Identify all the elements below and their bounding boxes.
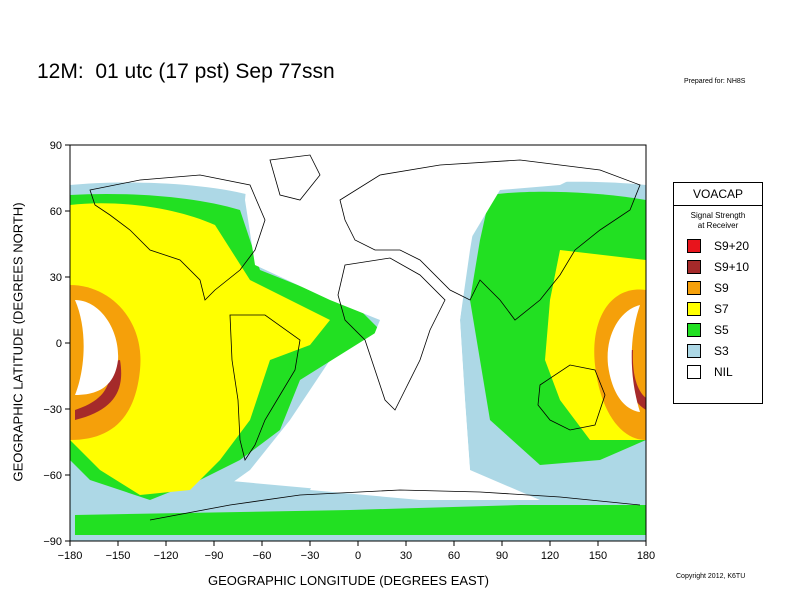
- prepared-for-text: Prepared for: NH8S: [684, 78, 746, 85]
- map-title: 12M: 01 utc (17 pst) Sep 77ssn: [37, 60, 335, 83]
- x-axis-ticks: −180 −150 −120 −90 −60 −30 0 30 60 90 120 150 180: [58, 541, 655, 562]
- x-tick-label: 60: [448, 550, 460, 562]
- legend-title: VOACAP: [674, 183, 762, 206]
- y-tick-label: 60: [50, 206, 62, 218]
- legend-label: S5: [714, 323, 729, 337]
- greenland-outline: [269, 154, 321, 201]
- legend-swatch: [687, 323, 701, 337]
- legend-swatch: [687, 239, 701, 253]
- legend-label: S3: [714, 344, 729, 358]
- x-tick-label: −150: [106, 550, 131, 562]
- legend-swatch: [687, 302, 701, 316]
- y-tick-label: 30: [50, 272, 62, 284]
- y-tick-label: −90: [43, 536, 62, 548]
- legend-label: S9+20: [714, 239, 750, 253]
- legend-label: S9: [714, 281, 729, 295]
- y-axis-ticks: 90 60 30 0 −30 −60 −90: [43, 140, 70, 548]
- south-america-outline: [229, 314, 301, 461]
- legend-label: NIL: [714, 365, 733, 379]
- legend-subtitle: Signal Strength at Receiver: [674, 211, 762, 231]
- legend-swatch: [687, 260, 701, 274]
- y-tick-label: 90: [50, 140, 62, 152]
- y-tick-label: 0: [56, 338, 62, 350]
- y-tick-label: −30: [43, 404, 62, 416]
- north-america-outline: [89, 174, 266, 301]
- legend-subtitle-line1: Signal Strength: [690, 211, 746, 220]
- australia-outline: [537, 364, 606, 431]
- x-tick-label: −60: [253, 550, 272, 562]
- x-tick-label: 150: [589, 550, 607, 562]
- x-tick-label: −90: [205, 550, 224, 562]
- legend: VOACAP Signal Strength at Receiver S9+20…: [673, 182, 763, 404]
- x-tick-label: 0: [355, 550, 361, 562]
- legend-swatch: [687, 344, 701, 358]
- x-tick-label: 180: [637, 550, 655, 562]
- eurasia-outline: [339, 159, 641, 321]
- copyright-text: Copyright 2012, K6TU: [676, 573, 746, 580]
- legend-swatch: [687, 365, 701, 379]
- legend-swatch: [687, 281, 701, 295]
- antarctica-outline: [149, 489, 641, 521]
- x-tick-label: 120: [541, 550, 559, 562]
- nil-region: [70, 145, 640, 500]
- x-tick-label: −120: [154, 550, 179, 562]
- continent-outlines: [89, 154, 641, 521]
- legend-label: S9+10: [714, 260, 750, 274]
- x-tick-label: 30: [400, 550, 412, 562]
- coverage-regions: [70, 145, 646, 541]
- x-tick-label: −180: [58, 550, 83, 562]
- y-tick-label: −60: [43, 470, 62, 482]
- africa-outline: [337, 257, 446, 411]
- legend-subtitle-line2: at Receiver: [697, 221, 739, 230]
- x-axis-label: GEOGRAPHIC LONGITUDE (DEGREES EAST): [208, 573, 489, 588]
- x-tick-label: 90: [496, 550, 508, 562]
- y-axis-label: GEOGRAPHIC LATITUDE (DEGREES NORTH): [10, 202, 26, 482]
- x-tick-label: −30: [301, 550, 320, 562]
- legend-label: S7: [714, 302, 729, 316]
